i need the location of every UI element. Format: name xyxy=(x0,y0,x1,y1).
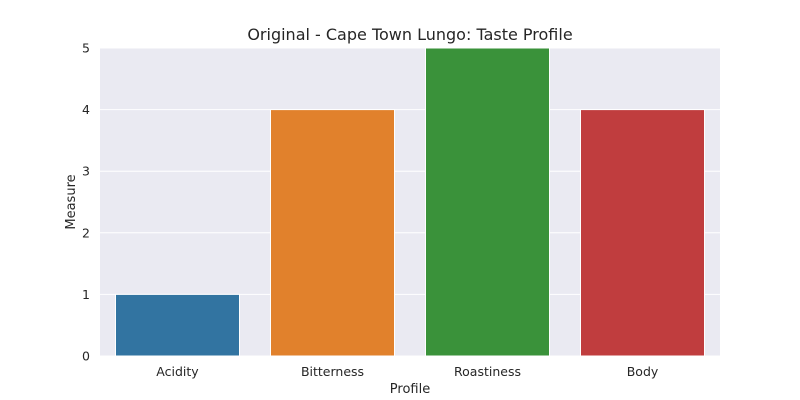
y-tick-label: 2 xyxy=(82,225,90,240)
x-axis-ticks: Acidity Bitterness Roastiness Body xyxy=(156,364,659,379)
y-tick-label: 3 xyxy=(82,164,90,179)
y-tick-label: 1 xyxy=(82,287,90,302)
y-tick-label: 0 xyxy=(82,349,90,364)
x-tick-label: Bitterness xyxy=(301,364,364,379)
bars-group xyxy=(115,47,705,357)
x-axis-label: Profile xyxy=(390,382,430,397)
chart-title: Original - Cape Town Lungo: Taste Profil… xyxy=(247,25,572,44)
bar-bitterness xyxy=(270,109,395,357)
bar-acidity xyxy=(115,293,240,357)
x-tick-label: Roastiness xyxy=(454,364,521,379)
y-axis-label: Measure xyxy=(64,174,79,229)
x-tick-label: Body xyxy=(627,364,659,379)
y-tick-label: 4 xyxy=(82,102,90,117)
bar-roastiness xyxy=(425,47,550,357)
y-tick-label: 5 xyxy=(82,41,90,56)
x-tick-label: Acidity xyxy=(156,364,199,379)
bar-body xyxy=(580,109,705,357)
y-axis-ticks: 0 1 2 3 4 5 xyxy=(82,41,90,364)
